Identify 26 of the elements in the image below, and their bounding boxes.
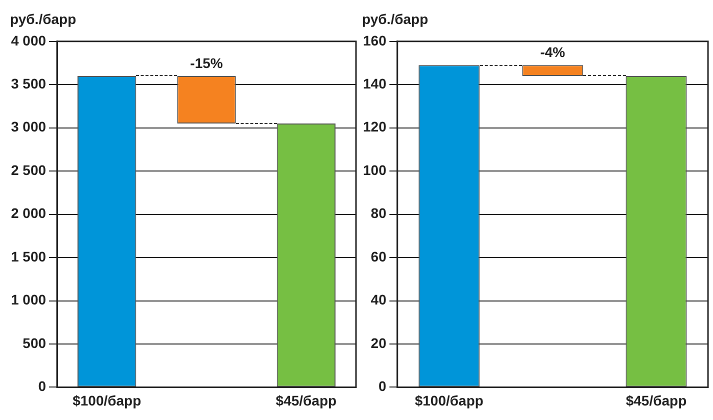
y-tick-label: 60 [370, 248, 387, 264]
y-tick-label: 2 500 [10, 162, 46, 178]
y-axis-title: руб./барр [361, 10, 430, 29]
y-tick-label: 4 000 [10, 32, 46, 48]
y-tick-label: 0 [378, 378, 387, 394]
y-tick-label: 2 000 [10, 205, 46, 222]
y-tick-label: 80 [370, 205, 387, 222]
annotation: -15% [190, 54, 224, 71]
y-tick-label: 0 [38, 378, 46, 394]
y-tick-label: 140 [363, 75, 387, 92]
y-tick-label: 160 [363, 32, 387, 48]
x-tick-label: $100/барр [414, 392, 484, 408]
x-tick-label: $100/барр [72, 392, 142, 408]
y-tick-label: 3 500 [10, 75, 46, 92]
y-tick-label: 20 [370, 334, 387, 351]
y-tick-label: 1 000 [10, 292, 46, 308]
y-tick-label: 40 [370, 292, 387, 308]
y-tick-label: 120 [363, 118, 387, 135]
y-axis-title: руб./барр [9, 10, 78, 29]
x-tick-label: $45/барр [276, 392, 337, 408]
x-tick-label: $45/барр [626, 392, 687, 408]
y-tick-label: 3 000 [10, 118, 46, 135]
y-tick-label: 100 [363, 162, 387, 178]
y-tick-label: 500 [22, 334, 46, 351]
annotation: -4% [540, 44, 566, 60]
y-tick-label: 1 500 [10, 248, 46, 264]
